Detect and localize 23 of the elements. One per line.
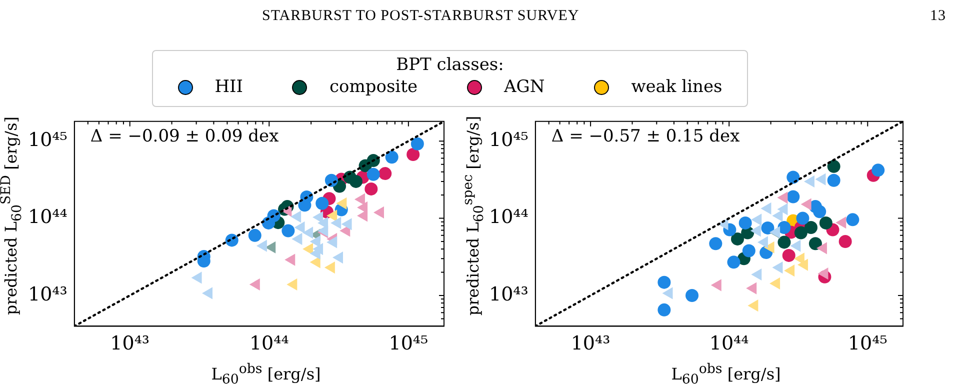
y-tick-label: 10⁴⁵	[488, 129, 528, 152]
legend-label: AGN	[504, 77, 545, 97]
legend-title: BPT classes:	[395, 55, 505, 75]
annotation: Δ = −0.57 ± 0.15 dex	[551, 126, 740, 146]
legend-label: weak lines	[631, 77, 722, 97]
y-tick-label: 10⁴⁵	[28, 129, 68, 152]
x-axis-title: L$_{60}$$^{obs}$ [erg/s]	[670, 362, 782, 388]
annotation: Δ = −0.09 ± 0.09 dex	[90, 126, 280, 146]
text: STARBURST TO POST-STARBURST SURVEY	[262, 8, 580, 25]
legend-label: HII	[214, 77, 243, 97]
y-tick-label: 10⁴⁴	[28, 206, 68, 228]
y-tick-label: 10⁴⁴	[488, 206, 529, 228]
text: 13	[930, 8, 946, 25]
x-tick-label: 10⁴⁴	[709, 332, 750, 355]
x-tick-label: 10⁴⁵	[388, 332, 428, 355]
x-tick-label: 10⁴³	[110, 332, 150, 355]
x-axis-title: L$_{60}$$^{obs}$ [erg/s]	[210, 362, 322, 388]
legend-label: composite	[329, 77, 418, 97]
y-tick-label: 10⁴³	[488, 283, 528, 306]
x-tick-label: 10⁴⁴	[249, 332, 290, 355]
x-tick-label: 10⁴⁵	[848, 332, 888, 355]
y-tick-label: 10⁴³	[28, 283, 68, 306]
x-tick-label: 10⁴³	[570, 332, 610, 355]
